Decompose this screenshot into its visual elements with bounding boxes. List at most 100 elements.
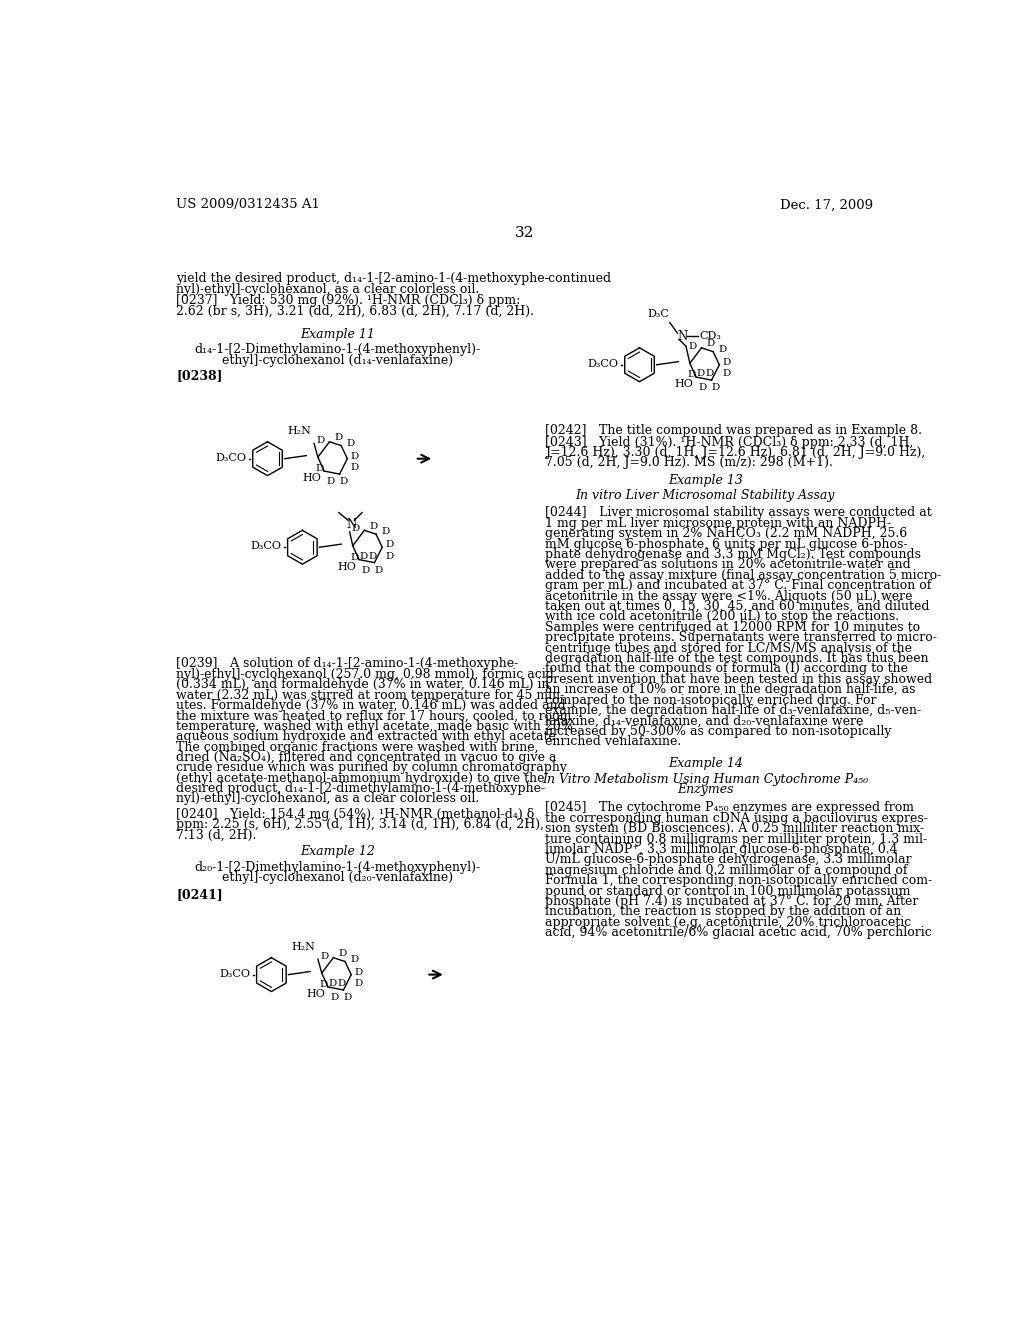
Text: mM glucose 6-phosphate, 6 units per mL glucose 6-phos-: mM glucose 6-phosphate, 6 units per mL g… [545,537,907,550]
Text: compared to the non-isotopically enriched drug. For: compared to the non-isotopically enriche… [545,693,877,706]
Text: ethyl]-cyclohexanol (d₂₀-venlafaxine): ethyl]-cyclohexanol (d₂₀-venlafaxine) [221,871,453,884]
Text: [0241]: [0241] [176,888,223,902]
Text: nyl)-ethyl]-cyclohexanol, as a clear colorless oil.: nyl)-ethyl]-cyclohexanol, as a clear col… [176,792,479,805]
Text: D: D [355,968,364,977]
Text: -continued: -continued [545,272,612,285]
Text: D: D [351,451,359,461]
Text: example, the degradation half-life of d₃-venlafaxine, d₅-ven-: example, the degradation half-life of d₃… [545,704,921,717]
Text: added to the assay mixture (final assay concentration 5 micro-: added to the assay mixture (final assay … [545,569,941,582]
Text: phosphate (pH 7.4) is incubated at 37° C. for 20 min. After: phosphate (pH 7.4) is incubated at 37° C… [545,895,919,908]
Text: D: D [687,371,695,379]
Text: D: D [706,370,714,379]
Text: 7.13 (d, 2H).: 7.13 (d, 2H). [176,829,256,841]
Text: incubation, the reaction is stopped by the addition of an: incubation, the reaction is stopped by t… [545,906,901,919]
Text: J=12.6 Hz), 3.30 (d, 1H, J=12.6 Hz), 6.81 (d, 2H, J=9.0 Hz),: J=12.6 Hz), 3.30 (d, 1H, J=12.6 Hz), 6.8… [545,446,926,459]
Text: limolar NADP⁺, 3.3 millimolar glucose-6-phosphate, 0.4: limolar NADP⁺, 3.3 millimolar glucose-6-… [545,843,898,855]
Text: HO: HO [338,562,356,572]
Text: [0242] The title compound was prepared as in Example 8.: [0242] The title compound was prepared a… [545,424,922,437]
Text: D: D [316,436,325,445]
Text: [0243] Yield (31%). ¹H-NMR (CDCl₃) δ ppm: 2.33 (d, 1H,: [0243] Yield (31%). ¹H-NMR (CDCl₃) δ ppm… [545,436,913,449]
Text: D: D [339,949,347,958]
Text: gram per mL) and incubated at 37° C. Final concentration of: gram per mL) and incubated at 37° C. Fin… [545,579,931,593]
Text: D: D [351,524,360,533]
Text: D₃CO: D₃CO [251,541,282,552]
Text: D: D [319,981,328,989]
Text: D: D [321,952,329,961]
Text: generating system in 2% NaHCO₃ (2.2 mM NADPH, 25.6: generating system in 2% NaHCO₃ (2.2 mM N… [545,527,907,540]
Text: In vitro Liver Microsomal Stability Assay: In vitro Liver Microsomal Stability Assa… [575,490,836,503]
Text: (ethyl acetate-methanol-ammonium hydroxide) to give the: (ethyl acetate-methanol-ammonium hydroxi… [176,772,545,784]
Text: water (2.32 mL) was stirred at room temperature for 45 min-: water (2.32 mL) was stirred at room temp… [176,689,564,701]
Text: D: D [723,358,731,367]
Text: D: D [361,566,370,574]
Text: d₁₄-1-[2-Dimethylamino-1-(4-methoxyphenyl)-: d₁₄-1-[2-Dimethylamino-1-(4-methoxypheny… [195,343,480,356]
Text: (0.334 mL), and formaldehyde (37% in water, 0.146 mL) in: (0.334 mL), and formaldehyde (37% in wat… [176,678,550,692]
Text: D: D [718,345,727,354]
Text: centrifuge tubes and stored for LC/MS/MS analysis of the: centrifuge tubes and stored for LC/MS/MS… [545,642,912,655]
Text: H₂N: H₂N [288,425,311,436]
Text: D: D [329,979,337,989]
Text: D: D [696,370,705,379]
Text: nyl)-ethyl]-cyclohexanol, as a clear colorless oil.: nyl)-ethyl]-cyclohexanol, as a clear col… [176,282,479,296]
Text: H₂N: H₂N [292,941,315,952]
Text: D: D [723,370,731,379]
Text: In Vitro Metabolism Using Human Cytochrome P₄₅₀: In Vitro Metabolism Using Human Cytochro… [543,774,868,785]
Text: appropriate solvent (e.g. acetonitrile, 20% trichloroacetic: appropriate solvent (e.g. acetonitrile, … [545,916,911,929]
Text: D: D [381,528,389,536]
Text: utes. Formaldehyde (37% in water, 0.146 mL) was added and: utes. Formaldehyde (37% in water, 0.146 … [176,700,566,711]
Text: D₃CO: D₃CO [216,453,247,463]
Text: [0240] Yield: 154.4 mg (54%), ¹H-NMR (methanol-d₄) δ: [0240] Yield: 154.4 mg (54%), ¹H-NMR (me… [176,808,535,821]
Text: [0237] Yield: 530 mg (92%). ¹H-NMR (CDCl₃) δ ppm:: [0237] Yield: 530 mg (92%). ¹H-NMR (CDCl… [176,294,520,308]
Text: D: D [335,433,343,442]
Text: D: D [374,566,382,574]
Text: ppm: 2.25 (s, 6H), 2.55 (d, 1H), 3.14 (d, 1H), 6.84 (d, 2H),: ppm: 2.25 (s, 6H), 2.55 (d, 1H), 3.14 (d… [176,818,544,830]
Text: present invention that have been tested in this assay showed: present invention that have been tested … [545,673,932,686]
Text: D: D [689,342,697,351]
Text: crude residue which was purified by column chromatography: crude residue which was purified by colu… [176,762,567,775]
Text: CD₃: CD₃ [699,331,721,342]
Text: sion system (BD Biosciences). A 0.25 milliliter reaction mix-: sion system (BD Biosciences). A 0.25 mil… [545,822,924,836]
Text: 32: 32 [515,226,535,240]
Text: U/mL glucose-6-phosphate dehydrogenase, 3.3 millimolar: U/mL glucose-6-phosphate dehydrogenase, … [545,853,911,866]
Text: found that the compounds of formula (I) according to the: found that the compounds of formula (I) … [545,663,908,676]
Text: [0245] The cytochrome P₄₅₀ enzymes are expressed from: [0245] The cytochrome P₄₅₀ enzymes are e… [545,801,914,814]
Text: degradation half-life of the test compounds. It has thus been: degradation half-life of the test compou… [545,652,929,665]
Text: phate dehydrogenase and 3.3 mM MgCl₂). Test compounds: phate dehydrogenase and 3.3 mM MgCl₂). T… [545,548,921,561]
Text: D: D [350,553,358,562]
Text: ture containing 0.8 milligrams per milliliter protein, 1.3 mil-: ture containing 0.8 milligrams per milli… [545,833,927,846]
Text: temperature, washed with ethyl acetate, made basic with 20%: temperature, washed with ethyl acetate, … [176,719,572,733]
Text: desired product, d₁₄-1-[2-dimethylamino-1-(4-methoxyphe-: desired product, d₁₄-1-[2-dimethylamino-… [176,781,545,795]
Text: US 2009/0312435 A1: US 2009/0312435 A1 [176,198,319,211]
Text: Dec. 17, 2009: Dec. 17, 2009 [780,198,873,211]
Text: D: D [386,552,394,561]
Text: yield the desired product, d₁₄-1-[2-amino-1-(4-methoxyphe-: yield the desired product, d₁₄-1-[2-amin… [176,272,549,285]
Text: magnesium chloride and 0.2 millimolar of a compound of: magnesium chloride and 0.2 millimolar of… [545,863,907,876]
Text: an increase of 10% or more in the degradation half-life, as: an increase of 10% or more in the degrad… [545,684,915,696]
Text: taken out at times 0, 15, 30, 45, and 60 minutes, and diluted: taken out at times 0, 15, 30, 45, and 60… [545,601,930,612]
Text: Enzymes: Enzymes [677,783,733,796]
Text: acid, 94% acetonitrile/6% glacial acetic acid, 70% perchloric: acid, 94% acetonitrile/6% glacial acetic… [545,927,932,939]
Text: Example 13: Example 13 [668,474,742,487]
Text: lafaxine, d₁₄-venlafaxine, and d₂₀-venlafaxine were: lafaxine, d₁₄-venlafaxine, and d₂₀-venla… [545,714,863,727]
Text: D: D [355,979,364,989]
Text: N: N [346,517,356,531]
Text: 2.62 (br s, 3H), 3.21 (dd, 2H), 6.83 (d, 2H), 7.17 (d, 2H).: 2.62 (br s, 3H), 3.21 (dd, 2H), 6.83 (d,… [176,305,535,317]
Text: D: D [386,540,394,549]
Text: HO: HO [307,989,326,999]
Text: [0244] Liver microsomal stability assays were conducted at: [0244] Liver microsomal stability assays… [545,507,932,520]
Text: d₂₀-1-[2-Dimethylamino-1-(4-methoxyphenyl)-: d₂₀-1-[2-Dimethylamino-1-(4-methoxypheny… [195,861,480,874]
Text: the mixture was heated to reflux for 17 hours, cooled, to room: the mixture was heated to reflux for 17 … [176,709,571,722]
Text: D: D [339,478,347,486]
Text: HO: HO [303,474,322,483]
Text: D: D [327,478,335,486]
Text: were prepared as solutions in 20% acetonitrile-water and: were prepared as solutions in 20% aceton… [545,558,910,572]
Text: Example 14: Example 14 [668,758,742,771]
Text: HO: HO [675,379,693,389]
Text: 7.05 (d, 2H, J=9.0 Hz). MS (m/z): 298 (M+1).: 7.05 (d, 2H, J=9.0 Hz). MS (m/z): 298 (M… [545,457,833,470]
Text: 1 mg per mL liver microsome protein with an NADPH-: 1 mg per mL liver microsome protein with… [545,517,891,529]
Text: [0238]: [0238] [176,370,222,383]
Text: D₃CO: D₃CO [219,969,251,979]
Text: nyl)-ethyl]-cyclohexanol (257.0 mg, 0.98 mmol), formic acid: nyl)-ethyl]-cyclohexanol (257.0 mg, 0.98… [176,668,554,681]
Text: D: D [698,383,707,392]
Text: increased by 50-300% as compared to non-isotopically: increased by 50-300% as compared to non-… [545,725,892,738]
